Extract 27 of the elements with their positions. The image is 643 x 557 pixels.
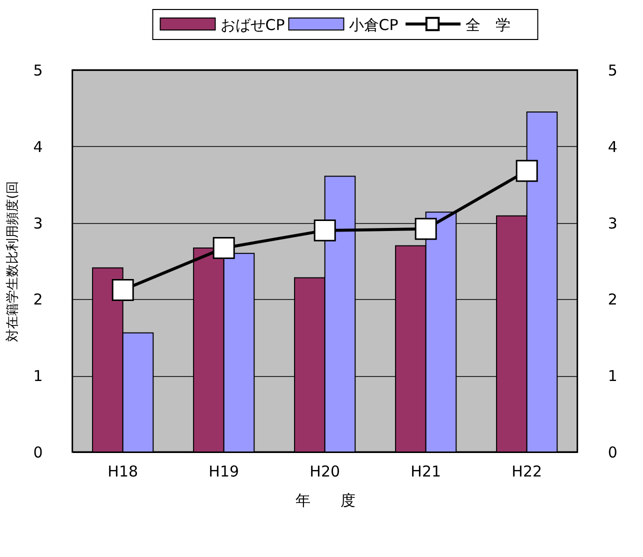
y-axis-title: 対在籍学生数比利用頻度(回	[4, 180, 20, 342]
x-tick-label: H19	[208, 462, 240, 480]
x-tick-label: H22	[512, 462, 542, 480]
y-tick-label: 1	[33, 367, 43, 386]
legend-label: おばせCP	[220, 16, 285, 34]
point	[112, 279, 134, 302]
x-tick-label: H20	[310, 462, 340, 480]
point	[212, 237, 235, 260]
x-axis-title: 年 度	[295, 492, 356, 510]
y-tick-label: 5	[33, 62, 43, 80]
y-tick-label: 4	[33, 138, 43, 156]
y2-tick-label: 5	[608, 62, 618, 80]
point	[516, 160, 538, 182]
legend-label: 全 学	[466, 16, 511, 34]
y-tick-label: 2	[33, 290, 43, 309]
y-tick-label: 0	[33, 444, 43, 462]
x-tick-label: H21	[410, 462, 442, 480]
point	[414, 218, 437, 240]
y2-tick-label: 0	[608, 444, 618, 462]
y2-tick-label: 1	[608, 367, 618, 386]
y2-tick-label: 4	[608, 138, 618, 156]
legend-label: 小倉CP	[348, 16, 398, 34]
point	[314, 219, 336, 242]
x-tick-label: H18	[108, 462, 138, 480]
y2-tick-label: 2	[608, 290, 618, 309]
y-tick-label: 3	[33, 214, 43, 232]
y2-tick-label: 3	[608, 214, 618, 232]
